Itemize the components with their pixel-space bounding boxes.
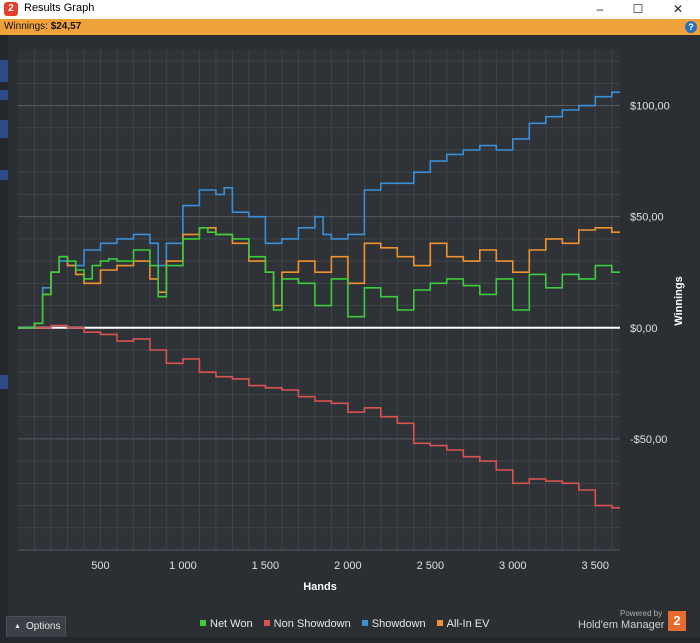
left-panel-edge (0, 35, 8, 643)
legend-swatch (263, 620, 270, 627)
powered-by-text: Powered by (620, 609, 663, 618)
winnings-bar: Winnings: $24,57 (0, 19, 700, 35)
legend-label: Net Won (210, 618, 253, 630)
winnings-label: Winnings: (4, 21, 48, 32)
legend-label: Showdown (371, 618, 426, 630)
legend-item-showdown[interactable]: Showdown (361, 618, 426, 630)
x-axis-label: Hands (303, 581, 337, 593)
y-axis-label: Winnings (673, 276, 685, 325)
x-tick-label: 2 500 (417, 560, 445, 572)
app-logo-icon: 2 (4, 2, 18, 16)
series-line-net-won (18, 227, 620, 329)
help-icon[interactable]: ? (685, 21, 697, 33)
brand-name: Hold'em Manager (578, 619, 665, 631)
winnings-summary: Winnings: $24,57 (4, 21, 81, 32)
legend-label: Non Showdown (273, 618, 351, 630)
winnings-value: $24,57 (50, 21, 82, 32)
y-tick-label: $0,00 (630, 323, 658, 335)
caret-up-icon: ▲ (14, 623, 21, 630)
maximize-icon[interactable]: ☐ (632, 2, 644, 16)
x-tick-label: 3 000 (499, 560, 527, 572)
series-line-non-showdown (18, 324, 620, 509)
grid-lines (18, 50, 620, 551)
legend-item-allin-ev[interactable]: All-In EV (436, 618, 490, 630)
series-line-showdown (18, 91, 620, 329)
x-tick-label: 1 500 (252, 560, 280, 572)
x-tick-label: 500 (91, 560, 109, 572)
window-title: Results Graph (24, 2, 95, 14)
legend: Net Won Non Showdown Showdown All-In EV (200, 618, 497, 632)
options-label: Options (26, 621, 61, 632)
brand-logo-icon: 2 (668, 611, 686, 631)
x-tick-label: 2 000 (334, 560, 362, 572)
x-tick-label: 3 500 (581, 560, 609, 572)
y-tick-label: -$50,00 (630, 434, 667, 446)
bottom-edge (0, 637, 700, 643)
legend-swatch (436, 620, 443, 627)
y-tick-label: $50,00 (630, 212, 664, 224)
legend-item-net-won[interactable]: Net Won (200, 618, 253, 630)
legend-item-non-showdown[interactable]: Non Showdown (263, 618, 351, 630)
title-bar: 2 Results Graph – ☐ ✕ (0, 0, 700, 19)
legend-swatch (361, 620, 368, 627)
close-icon[interactable]: ✕ (672, 2, 684, 16)
legend-swatch (200, 620, 206, 627)
plot-area (18, 50, 620, 550)
x-axis-ticks: 500 1 000 1 500 2 000 2 500 3 000 3 500 (91, 560, 609, 572)
series-lines (18, 91, 620, 509)
minimize-icon[interactable]: – (596, 2, 604, 16)
options-button[interactable]: ▲ Options (6, 616, 66, 638)
x-tick-label: 1 000 (169, 560, 197, 572)
results-chart: 500 1 000 1 500 2 000 2 500 3 000 3 500 $100,0… (18, 50, 685, 593)
y-axis-ticks: $100,00 $50,00 $0,00 -$50,00 (630, 101, 670, 446)
y-tick-label: $100,00 (630, 101, 670, 113)
legend-label: All-In EV (446, 618, 490, 630)
